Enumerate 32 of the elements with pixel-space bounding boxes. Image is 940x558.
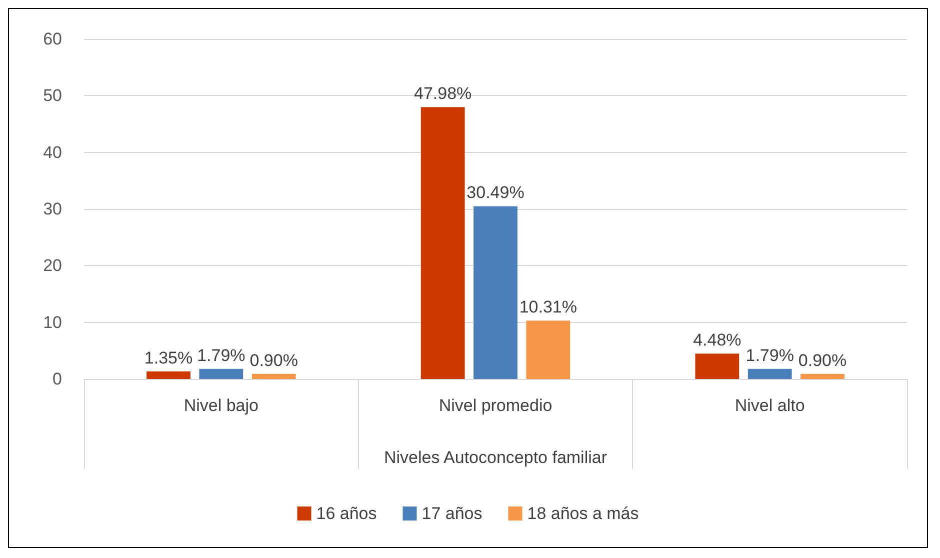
bar — [695, 354, 740, 379]
y-tick-label: 60 — [43, 30, 62, 48]
data-label: 1.79% — [746, 346, 794, 365]
bar — [420, 107, 465, 379]
y-tick-label: 50 — [43, 86, 62, 106]
data-label: 1.35% — [144, 348, 193, 368]
data-label: 10.31% — [519, 298, 578, 317]
bar — [526, 320, 570, 379]
x-tick-label: Nivel bajo — [184, 396, 258, 415]
bar — [474, 206, 518, 379]
x-axis-title: Niveles Autoconcepto familiar — [384, 448, 608, 467]
bar — [252, 374, 296, 379]
legend-label: 16 años — [316, 504, 377, 523]
y-tick-label: 20 — [43, 256, 62, 276]
y-tick-label: 10 — [43, 312, 62, 332]
x-tick-label: Nivel alto — [734, 396, 805, 415]
y-tick-label: 40 — [43, 142, 62, 162]
legend-label: 18 años a más — [527, 504, 639, 523]
y-tick-label: 0 — [52, 370, 62, 388]
y-tick-label: 30 — [43, 200, 62, 218]
data-label: 0.90% — [798, 350, 847, 370]
legend-label: 17 años — [422, 504, 482, 523]
bar — [199, 368, 244, 379]
data-label: 30.49% — [466, 183, 524, 202]
bar — [748, 368, 792, 379]
data-label: 4.48% — [693, 330, 742, 350]
bar — [146, 371, 190, 379]
bar — [800, 374, 844, 379]
x-tick-label: Nivel promedio — [438, 396, 552, 415]
data-label: 47.98% — [414, 84, 472, 104]
data-label: 1.79% — [197, 346, 246, 365]
data-label: 0.90% — [250, 350, 298, 370]
